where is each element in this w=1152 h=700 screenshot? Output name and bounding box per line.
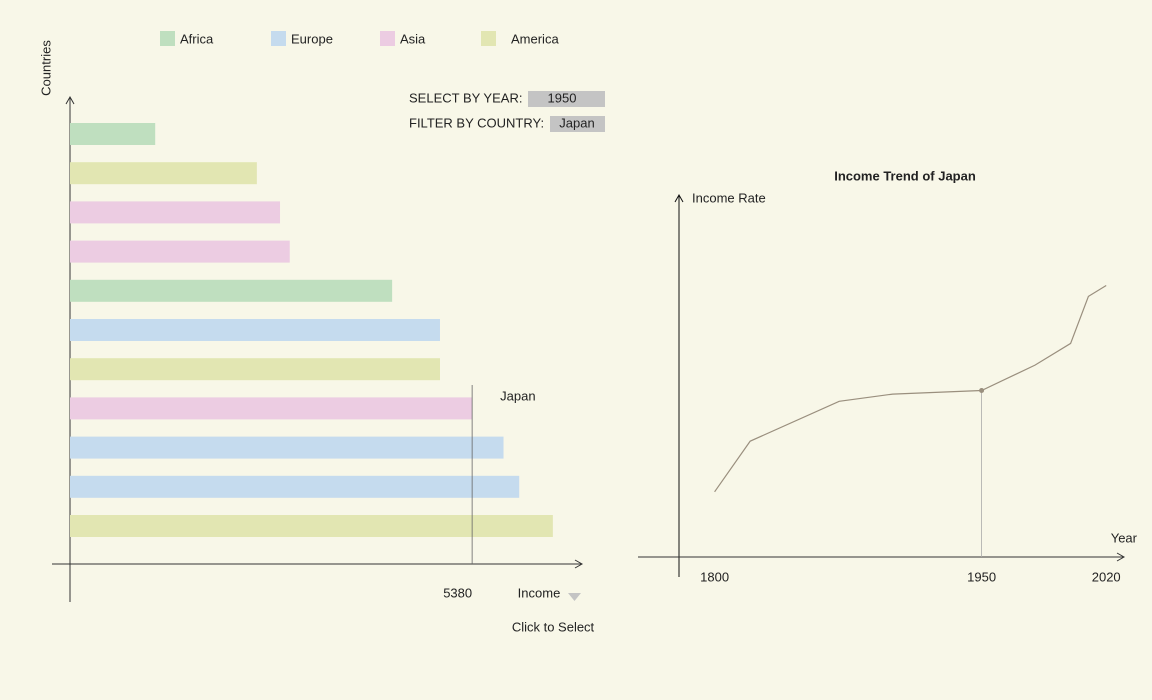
line-title: Income Trend of Japan xyxy=(834,168,976,183)
year-control-label: SELECT BY YEAR: xyxy=(409,90,522,105)
legend-label: Africa xyxy=(180,31,214,46)
legend-swatch xyxy=(160,31,175,46)
reference-value: 5380 xyxy=(443,585,472,600)
legend-label: America xyxy=(511,31,559,46)
bar xyxy=(70,201,281,224)
line-y-label: Income Rate xyxy=(692,190,766,205)
bar xyxy=(70,515,553,537)
x-tick-label: 1800 xyxy=(700,569,729,584)
y-axis-label: Countries xyxy=(38,40,53,96)
bar xyxy=(70,358,440,381)
legend-label: Europe xyxy=(291,31,333,46)
legend-swatch xyxy=(271,31,286,46)
country-select[interactable] xyxy=(550,116,605,132)
reference-label: Japan xyxy=(500,388,535,403)
bar xyxy=(70,279,393,302)
selected-point xyxy=(979,387,985,393)
x-axis-label[interactable]: Income xyxy=(518,585,561,600)
bar xyxy=(70,319,440,341)
dropdown-arrow[interactable] xyxy=(568,593,581,601)
bar xyxy=(70,436,504,459)
country-select-value[interactable]: Japan xyxy=(559,115,594,130)
line-y-axis-arrow xyxy=(674,193,684,203)
year-select[interactable] xyxy=(528,91,605,107)
y-axis-arrow xyxy=(65,95,75,105)
bar xyxy=(70,397,473,420)
legend-swatch xyxy=(380,31,395,46)
bar xyxy=(70,475,520,498)
bar xyxy=(70,162,257,185)
x-tick-label: 2020 xyxy=(1092,569,1121,584)
legend-swatch xyxy=(481,31,496,46)
line-x-axis-arrow xyxy=(1116,552,1126,562)
hint: Click to Select xyxy=(512,619,595,634)
line-x-label: Year xyxy=(1111,530,1138,545)
year-select-value[interactable]: 1950 xyxy=(548,90,577,105)
bar xyxy=(70,123,156,145)
x-tick-label: 1950 xyxy=(967,569,996,584)
bar xyxy=(70,240,290,263)
legend-label: Asia xyxy=(400,31,426,46)
x-axis-arrow xyxy=(574,559,584,569)
country-control-label: FILTER BY COUNTRY: xyxy=(409,115,544,130)
